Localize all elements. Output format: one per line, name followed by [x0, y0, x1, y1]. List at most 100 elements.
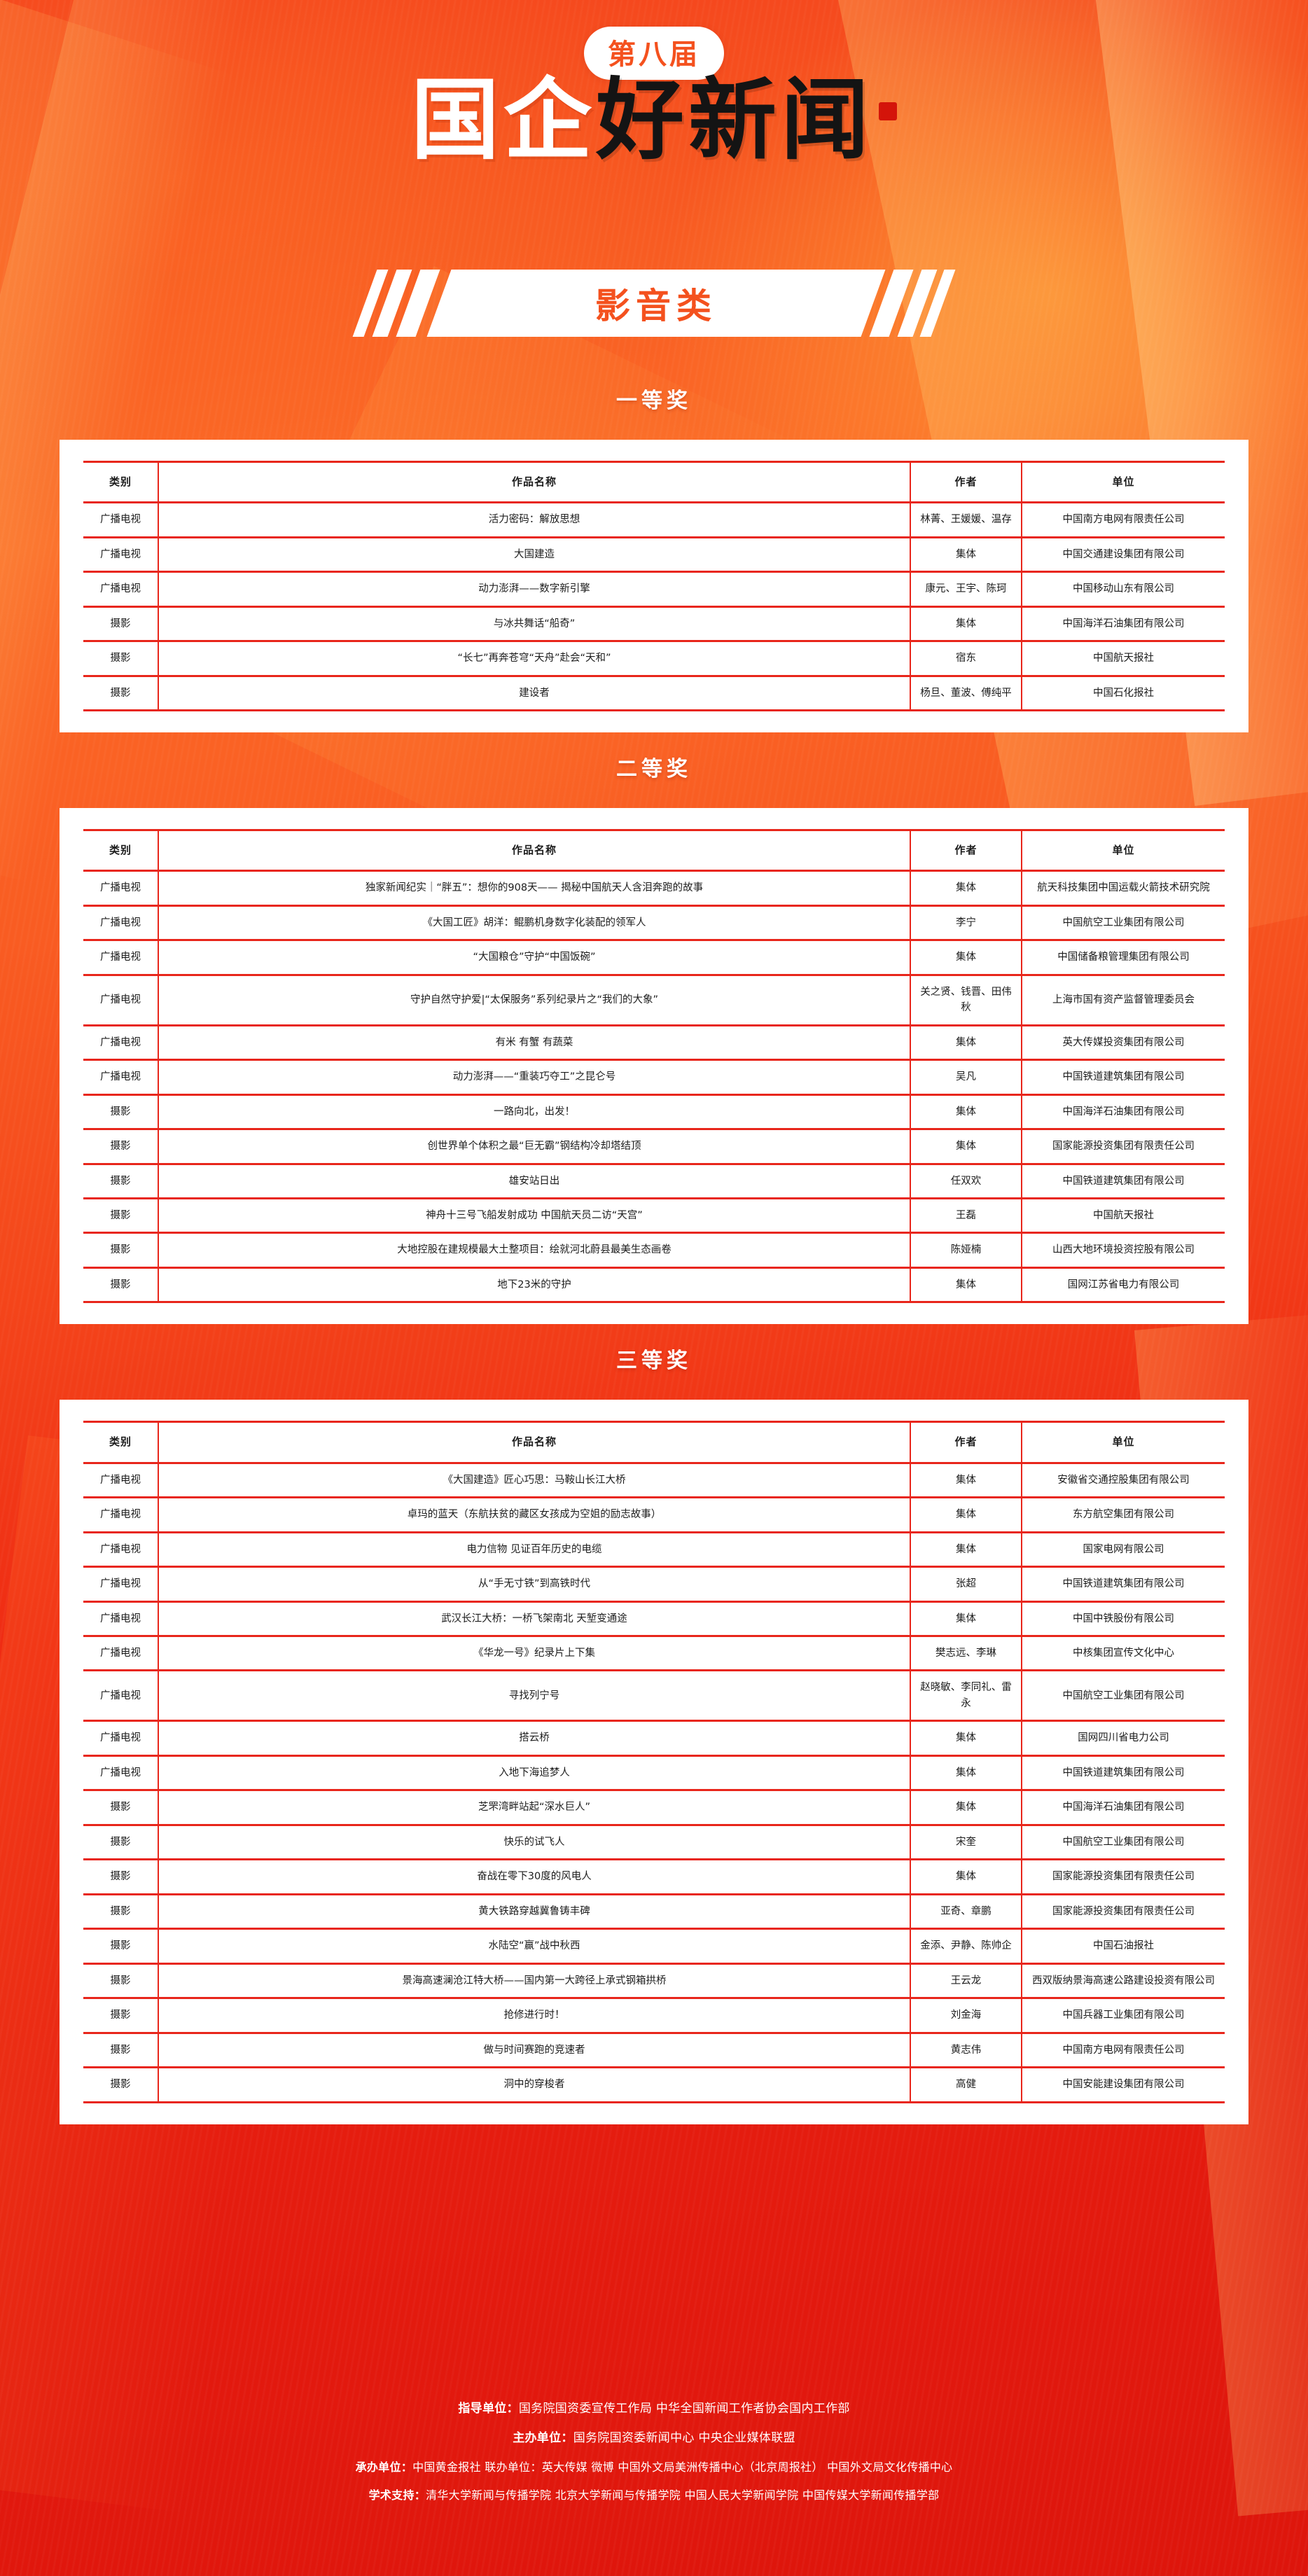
cell-category: 摄影 — [83, 1823, 159, 1861]
poster-footer: 指导单位：国务院国资委宣传工作局 中华全国新闻工作者协会国内工作部 主办单位：国务… — [0, 2384, 1308, 2576]
cell-work-title: 《华龙一号》纪录片上下集 — [158, 1634, 911, 1672]
award-sections: 一等奖 类别 作品名称 作者 单位 广播电视 活力密码：解放思想 林菁、王媛媛、温存 中国南方电… — [0, 364, 1308, 2124]
table-row: 广播电视 从“手无寸铁”到高铁时代 张超 中国铁道建筑集团有限公司 — [83, 1566, 1225, 1603]
table-row: 摄影 快乐的试飞人 宋奎 中国航空工业集团有限公司 — [83, 1823, 1225, 1861]
cell-organization: 中国航天报社 — [1021, 1197, 1225, 1234]
award-title-band: 三等奖 — [0, 1324, 1308, 1400]
cell-category: 广播电视 — [83, 1531, 159, 1568]
cell-author: 集体 — [910, 1754, 1022, 1792]
cell-organization: 中国南方电网有限责任公司 — [1021, 501, 1225, 538]
cell-author: 刘金海 — [910, 1997, 1022, 2034]
cell-organization: 东方航空集团有限公司 — [1021, 1496, 1225, 1533]
table-header-row: 类别 作品名称 作者 单位 — [83, 1421, 1225, 1464]
cell-organization: 中国安能建设集团有限公司 — [1021, 2066, 1225, 2103]
cell-category: 广播电视 — [83, 1461, 159, 1499]
cell-category: 广播电视 — [83, 1600, 159, 1638]
cell-organization: 中国航空工业集团有限公司 — [1021, 1669, 1225, 1722]
cell-author: 康元、王宇、陈珂 — [910, 571, 1022, 608]
cell-organization: 国网江苏省电力有限公司 — [1021, 1266, 1225, 1304]
cell-work-title: 神舟十三号飞船发射成功 中国航天员二访“天宫” — [158, 1197, 911, 1234]
table-row: 摄影 芝罘湾畔站起“深水巨人” 集体 中国海洋石油集团有限公司 — [83, 1789, 1225, 1826]
table-row: 摄影 景海高速澜沧江特大桥——国内第一大跨径上承式钢箱拱桥 王云龙 西双版纳景海高速公… — [83, 1962, 1225, 2000]
cell-author: 林菁、王媛媛、温存 — [910, 501, 1022, 538]
cell-category: 摄影 — [83, 2031, 159, 2069]
cell-work-title: 卓玛的蓝天（东航扶贫的藏区女孩成为空姐的励志故事） — [158, 1496, 911, 1533]
cell-work-title: 有米 有蟹 有蔬菜 — [158, 1024, 911, 1061]
cell-category: 摄影 — [83, 605, 159, 643]
cell-author: 亚奇、章鹏 — [910, 1893, 1022, 1930]
cell-organization: 中国铁道建筑集团有限公司 — [1021, 1754, 1225, 1792]
cell-work-title: 做与时间赛跑的竞速者 — [158, 2031, 911, 2069]
cell-category: 广播电视 — [83, 1669, 159, 1722]
cell-category: 摄影 — [83, 1928, 159, 1965]
table-row: 摄影 抢修进行时！ 刘金海 中国兵器工业集团有限公司 — [83, 1997, 1225, 2034]
cell-work-title: 创世界单个体积之最“巨无霸”钢结构冷却塔结顶 — [158, 1128, 911, 1165]
cell-organization: 中国铁道建筑集团有限公司 — [1021, 1059, 1225, 1096]
cell-author: 张超 — [910, 1566, 1022, 1603]
cell-category: 广播电视 — [83, 904, 159, 942]
cell-category: 广播电视 — [83, 1634, 159, 1672]
cell-work-title: 抢修进行时！ — [158, 1997, 911, 2034]
cell-author: 樊志远、李琳 — [910, 1634, 1022, 1672]
award-title: 三等奖 — [616, 1349, 692, 1374]
table-row: 广播电视 大国建造 集体 中国交通建设集团有限公司 — [83, 536, 1225, 573]
cell-author: 集体 — [910, 1600, 1022, 1638]
cell-category: 摄影 — [83, 1266, 159, 1304]
cell-author: 集体 — [910, 1266, 1022, 1304]
logo-text-white: 国企 — [411, 68, 596, 172]
cell-category: 广播电视 — [83, 1566, 159, 1603]
cell-work-title: 地下23米的守护 — [158, 1266, 911, 1304]
cell-organization: 中国航空工业集团有限公司 — [1021, 1823, 1225, 1861]
cell-organization: 航天科技集团中国运载火箭技术研究院 — [1021, 870, 1225, 907]
cell-category: 摄影 — [83, 1893, 159, 1930]
footer-line: 主办单位：国务院国资委新闻中心 中央企业媒体联盟 — [0, 2430, 1308, 2446]
cell-category: 广播电视 — [83, 1720, 159, 1757]
table-row: 摄影 创世界单个体积之最“巨无霸”钢结构冷却塔结顶 集体 国家能源投资集团有限责任公司 — [83, 1128, 1225, 1165]
cell-organization: 中国交通建设集团有限公司 — [1021, 536, 1225, 573]
cell-organization: 国网四川省电力公司 — [1021, 1720, 1225, 1757]
cell-work-title: “长七”再奔苍穹“天舟”赴会“天和” — [158, 640, 911, 677]
cell-organization: 中国移动山东有限公司 — [1021, 571, 1225, 608]
table-row: 摄影 做与时间赛跑的竞速者 黄志伟 中国南方电网有限责任公司 — [83, 2031, 1225, 2069]
table-row: 摄影 建设者 杨旦、董波、傅纯平 中国石化报社 — [83, 674, 1225, 712]
table-row: 摄影 地下23米的守护 集体 国网江苏省电力有限公司 — [83, 1266, 1225, 1304]
cell-work-title: 芝罘湾畔站起“深水巨人” — [158, 1789, 911, 1826]
table-row: 摄影 “长七”再奔苍穹“天舟”赴会“天和” 宿东 中国航天报社 — [83, 640, 1225, 677]
table-row: 摄影 洞中的穿梭者 高健 中国安能建设集团有限公司 — [83, 2066, 1225, 2103]
column-header: 单位 — [1021, 1421, 1225, 1464]
cell-work-title: 奋战在零下30度的风电人 — [158, 1858, 911, 1895]
cell-category: 摄影 — [83, 1128, 159, 1165]
cell-category: 广播电视 — [83, 536, 159, 573]
table-row: 广播电视 卓玛的蓝天（东航扶贫的藏区女孩成为空姐的励志故事） 集体 东方航空集团有限公… — [83, 1496, 1225, 1533]
cell-work-title: 《大国工匠》胡洋：鲲鹏机身数字化装配的领军人 — [158, 904, 911, 942]
award-title: 二等奖 — [616, 757, 692, 782]
cell-work-title: 洞中的穿梭者 — [158, 2066, 911, 2103]
cell-organization: 安徽省交通控股集团有限公司 — [1021, 1461, 1225, 1499]
cell-author: 宋奎 — [910, 1823, 1022, 1861]
table-row: 广播电视 武汉长江大桥：一桥飞架南北 天堑变通途 集体 中国中铁股份有限公司 — [83, 1600, 1225, 1638]
cell-organization: 中国航空工业集团有限公司 — [1021, 904, 1225, 942]
award-table-panel: 类别 作品名称 作者 单位 广播电视 活力密码：解放思想 林菁、王媛媛、温存 中国南方电网有限… — [60, 440, 1248, 733]
table-row: 广播电视 《大国建造》匠心巧思：马鞍山长江大桥 集体 安徽省交通控股集团有限公司 — [83, 1461, 1225, 1499]
footer-line-text: 国务院国资委新闻中心 中央企业媒体联盟 — [573, 2430, 795, 2445]
cell-work-title: 从“手无寸铁”到高铁时代 — [158, 1566, 911, 1603]
cell-category: 摄影 — [83, 1232, 159, 1269]
award-title-band: 二等奖 — [0, 732, 1308, 808]
table-row: 摄影 一路向北，出发！ 集体 中国海洋石油集团有限公司 — [83, 1093, 1225, 1131]
table-row: 摄影 与冰共舞话“船奇” 集体 中国海洋石油集团有限公司 — [83, 605, 1225, 643]
table-row: 摄影 雄安站日出 任双欢 中国铁道建筑集团有限公司 — [83, 1162, 1225, 1200]
cell-category: 广播电视 — [83, 870, 159, 907]
cell-organization: 中国航天报社 — [1021, 640, 1225, 677]
cell-work-title: 建设者 — [158, 674, 911, 712]
cell-organization: 中国海洋石油集团有限公司 — [1021, 605, 1225, 643]
cell-author: 王磊 — [910, 1197, 1022, 1234]
table-row: 摄影 大地控股在建规模最大土整项目：绘就河北蔚县最美生态画卷 陈娅楠 山西大地环境投资… — [83, 1232, 1225, 1269]
footer-line-label: 主办单位： — [513, 2430, 573, 2445]
cell-organization: 国家能源投资集团有限责任公司 — [1021, 1893, 1225, 1930]
cell-author: 集体 — [910, 1496, 1022, 1533]
table-row: 广播电视 “大国粮仓”守护“中国饭碗” 集体 中国储备粮管理集团有限公司 — [83, 939, 1225, 976]
cell-organization: 中国兵器工业集团有限公司 — [1021, 1997, 1225, 2034]
cell-organization: 中国石油报社 — [1021, 1928, 1225, 1965]
table-row: 摄影 水陆空“赢”战中秋西 金添、尹静、陈帅企 中国石油报社 — [83, 1928, 1225, 1965]
